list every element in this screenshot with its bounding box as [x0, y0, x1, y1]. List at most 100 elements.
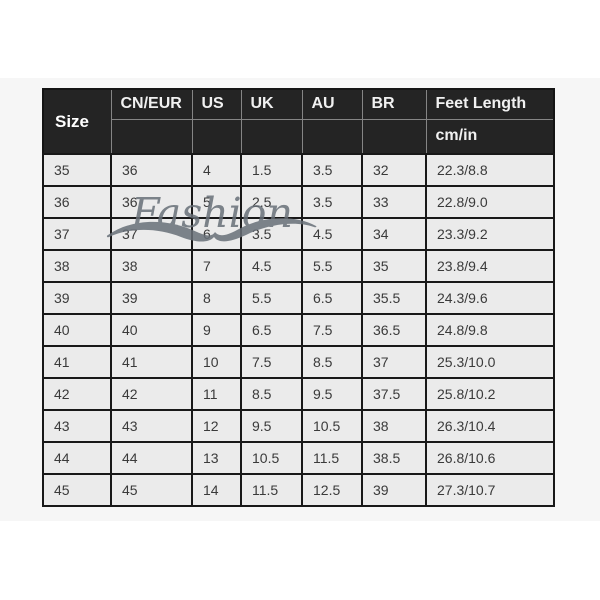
cell-au: 5.5: [301, 249, 363, 283]
table-header: Size CN/EUR US UK AU BR Feet Length cm/i…: [42, 88, 555, 155]
cell-br: 37: [361, 345, 427, 379]
cell-br: 33: [361, 185, 427, 219]
cell-us: 6: [191, 217, 242, 251]
cell-uk: 9.5: [240, 409, 303, 443]
cell-uk: 2.5: [240, 185, 303, 219]
table-row: 38 38 7 4.5 5.5 35 23.8/9.4: [42, 249, 555, 283]
cell-feet-length: 26.3/10.4: [425, 409, 555, 443]
cell-uk: 1.5: [240, 153, 303, 187]
cell-feet-length: 23.3/9.2: [425, 217, 555, 251]
cell-feet-length: 27.3/10.7: [425, 473, 555, 507]
table-row: 43 43 12 9.5 10.5 38 26.3/10.4: [42, 409, 555, 443]
cell-us: 4: [191, 153, 242, 187]
cell-br: 34: [361, 217, 427, 251]
cell-feet-length: 25.8/10.2: [425, 377, 555, 411]
cell-au: 6.5: [301, 281, 363, 315]
cell-cn-eur: 43: [110, 409, 193, 443]
cell-cn-eur: 40: [110, 313, 193, 347]
cell-cn-eur: 44: [110, 441, 193, 475]
cell-cn-eur: 38: [110, 249, 193, 283]
cell-uk: 8.5: [240, 377, 303, 411]
cell-size: 42: [42, 377, 112, 411]
cell-feet-length: 22.8/9.0: [425, 185, 555, 219]
cell-cn-eur: 42: [110, 377, 193, 411]
cell-us: 11: [191, 377, 242, 411]
col-header-size: Size: [42, 88, 112, 155]
table-row: 37 37 6 3.5 4.5 34 23.3/9.2: [42, 217, 555, 251]
cell-cn-eur: 45: [110, 473, 193, 507]
cell-uk: 4.5: [240, 249, 303, 283]
cell-feet-length: 22.3/8.8: [425, 153, 555, 187]
cell-us: 14: [191, 473, 242, 507]
cell-au: 12.5: [301, 473, 363, 507]
size-table-body: 35 36 4 1.5 3.5 32 22.3/8.8 36 36 5 2.5 …: [42, 153, 555, 507]
cell-us: 9: [191, 313, 242, 347]
cell-br: 38.5: [361, 441, 427, 475]
cell-size: 41: [42, 345, 112, 379]
cell-feet-length: 24.3/9.6: [425, 281, 555, 315]
cell-size: 44: [42, 441, 112, 475]
col-header-au: AU: [301, 88, 363, 120]
cell-us: 12: [191, 409, 242, 443]
cell-au: 8.5: [301, 345, 363, 379]
subheader-empty-uk: [240, 118, 303, 155]
col-header-cn-eur: CN/EUR: [110, 88, 193, 120]
cell-br: 38: [361, 409, 427, 443]
subheader-empty-cn-eur: [110, 118, 193, 155]
shoe-size-table: Size CN/EUR US UK AU BR Feet Length cm/i…: [42, 88, 555, 507]
col-header-us: US: [191, 88, 242, 120]
cell-feet-length: 26.8/10.6: [425, 441, 555, 475]
table-row: 36 36 5 2.5 3.5 33 22.8/9.0: [42, 185, 555, 219]
cell-size: 35: [42, 153, 112, 187]
cell-uk: 10.5: [240, 441, 303, 475]
col-header-feet-length: Feet Length: [425, 88, 555, 120]
cell-br: 32: [361, 153, 427, 187]
cell-au: 9.5: [301, 377, 363, 411]
table-row: 40 40 9 6.5 7.5 36.5 24.8/9.8: [42, 313, 555, 347]
cell-size: 37: [42, 217, 112, 251]
cell-uk: 11.5: [240, 473, 303, 507]
cell-size: 36: [42, 185, 112, 219]
table-row: 44 44 13 10.5 11.5 38.5 26.8/10.6: [42, 441, 555, 475]
cell-au: 3.5: [301, 153, 363, 187]
subheader-empty-au: [301, 118, 363, 155]
cell-au: 4.5: [301, 217, 363, 251]
cell-au: 7.5: [301, 313, 363, 347]
cell-us: 5: [191, 185, 242, 219]
cell-au: 10.5: [301, 409, 363, 443]
cell-au: 3.5: [301, 185, 363, 219]
cell-size: 43: [42, 409, 112, 443]
table-row: 35 36 4 1.5 3.5 32 22.3/8.8: [42, 153, 555, 187]
table-row: 45 45 14 11.5 12.5 39 27.3/10.7: [42, 473, 555, 507]
cell-cn-eur: 36: [110, 153, 193, 187]
cell-size: 45: [42, 473, 112, 507]
cell-cn-eur: 39: [110, 281, 193, 315]
subheader-empty-us: [191, 118, 242, 155]
cell-us: 7: [191, 249, 242, 283]
cell-uk: 5.5: [240, 281, 303, 315]
table-row: 42 42 11 8.5 9.5 37.5 25.8/10.2: [42, 377, 555, 411]
cell-br: 39: [361, 473, 427, 507]
cell-size: 38: [42, 249, 112, 283]
cell-size: 40: [42, 313, 112, 347]
subheader-cm-in: cm/in: [425, 118, 555, 155]
table-row: 41 41 10 7.5 8.5 37 25.3/10.0: [42, 345, 555, 379]
cell-feet-length: 25.3/10.0: [425, 345, 555, 379]
cell-uk: 7.5: [240, 345, 303, 379]
cell-cn-eur: 36: [110, 185, 193, 219]
cell-feet-length: 24.8/9.8: [425, 313, 555, 347]
cell-uk: 3.5: [240, 217, 303, 251]
cell-size: 39: [42, 281, 112, 315]
cell-us: 8: [191, 281, 242, 315]
cell-feet-length: 23.8/9.4: [425, 249, 555, 283]
subheader-empty-br: [361, 118, 427, 155]
cell-cn-eur: 41: [110, 345, 193, 379]
table-row: 39 39 8 5.5 6.5 35.5 24.3/9.6: [42, 281, 555, 315]
cell-au: 11.5: [301, 441, 363, 475]
cell-us: 13: [191, 441, 242, 475]
col-header-uk: UK: [240, 88, 303, 120]
cell-cn-eur: 37: [110, 217, 193, 251]
cell-uk: 6.5: [240, 313, 303, 347]
cell-br: 35: [361, 249, 427, 283]
